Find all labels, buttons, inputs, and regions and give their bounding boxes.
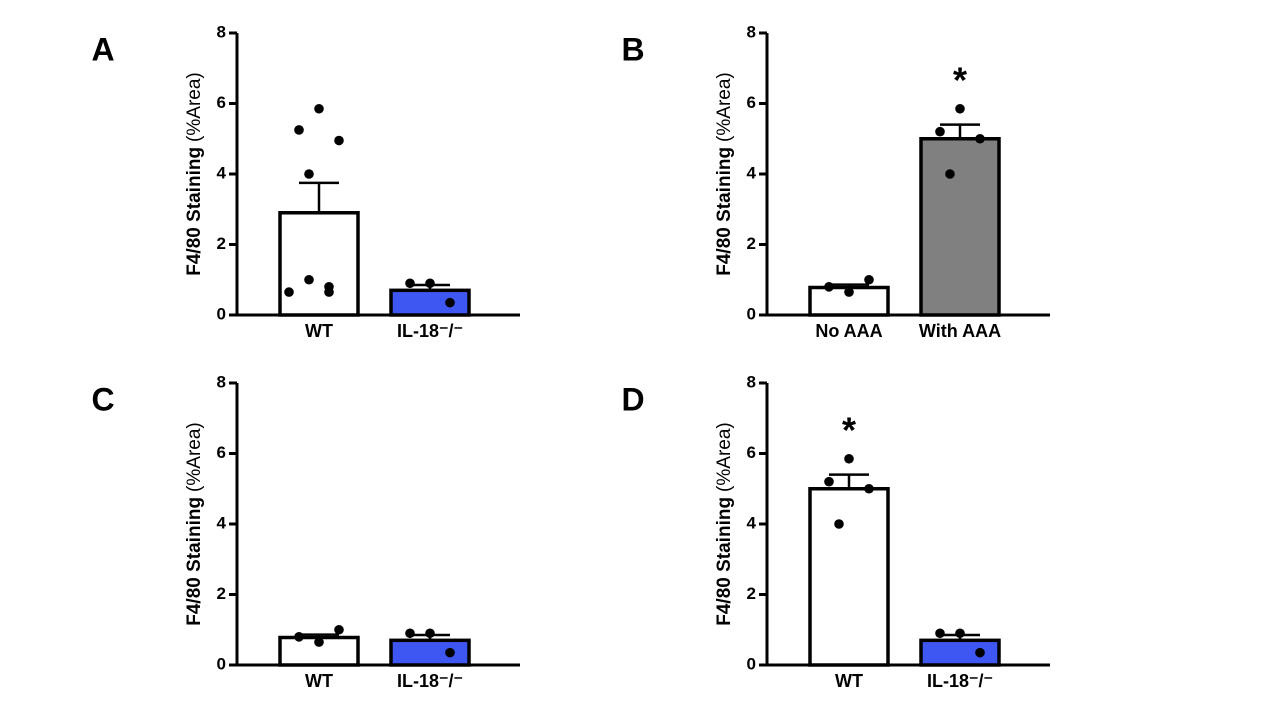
data-point — [284, 287, 294, 297]
x-tick-label: IL-18⁻/⁻ — [927, 671, 993, 691]
y-tick-label: 2 — [747, 234, 756, 253]
data-point — [935, 628, 945, 639]
data-point — [324, 287, 334, 297]
y-axis-label-part: (%Area) — [184, 422, 205, 492]
y-tick-label: 8 — [217, 372, 226, 391]
y-tick-label: 0 — [747, 654, 756, 673]
data-point — [304, 274, 314, 285]
y-axis-label-part: (%Area) — [714, 72, 735, 142]
y-tick-label: 6 — [217, 93, 226, 112]
data-point — [304, 169, 314, 179]
bar — [278, 211, 360, 317]
data-point — [955, 103, 965, 114]
y-tick-label: 2 — [217, 584, 226, 603]
y-axis-label-part: (%Area) — [714, 422, 735, 492]
bar — [389, 288, 471, 317]
y-tick-label: 8 — [217, 22, 226, 41]
significance-marker: * — [842, 409, 856, 450]
x-tick-label: IL-18⁻/⁻ — [397, 671, 463, 691]
x-tick-label: IL-18⁻/⁻ — [397, 321, 463, 341]
y-tick-label: 0 — [217, 654, 226, 673]
data-point — [334, 624, 344, 635]
data-point — [834, 519, 844, 529]
y-tick-label: 0 — [747, 304, 756, 323]
y-axis-label-part: F4/80 Staining — [714, 497, 735, 626]
data-point — [864, 274, 874, 285]
y-tick-label: 6 — [747, 93, 756, 112]
data-point — [864, 483, 874, 494]
y-tick-label: 6 — [217, 443, 226, 462]
significance-marker: * — [953, 59, 967, 100]
y-axis-label-part: F4/80 Staining — [714, 147, 735, 276]
data-point — [844, 287, 854, 297]
bar — [389, 638, 471, 667]
data-point — [935, 126, 945, 137]
data-point — [314, 103, 324, 114]
y-axis-label: F4/80 Staining (%Area) — [184, 72, 205, 276]
data-point — [294, 125, 304, 135]
bar — [919, 137, 1001, 317]
data-point — [975, 133, 985, 144]
y-tick-label: 4 — [217, 513, 227, 532]
panel-label: D — [621, 381, 644, 417]
bar — [808, 487, 890, 667]
y-tick-label: 8 — [747, 22, 756, 41]
panel-label: A — [91, 31, 114, 67]
x-tick-label: WT — [305, 671, 333, 691]
y-tick-label: 8 — [747, 372, 756, 391]
y-tick-label: 6 — [747, 443, 756, 462]
data-point — [824, 282, 834, 292]
data-point — [314, 637, 324, 647]
y-tick-label: 2 — [217, 234, 226, 253]
y-axis-label-part: (%Area) — [184, 72, 205, 142]
data-point — [294, 632, 304, 642]
data-point — [405, 278, 415, 289]
data-point — [844, 453, 854, 464]
y-tick-label: 0 — [217, 304, 226, 323]
y-axis-label-part: F4/80 Staining — [184, 147, 205, 276]
x-tick-label: No AAA — [815, 321, 882, 341]
data-point — [425, 278, 435, 289]
y-axis-label-part: F4/80 Staining — [184, 497, 205, 626]
data-point — [824, 476, 834, 487]
data-point — [334, 135, 344, 146]
data-point — [945, 169, 955, 179]
data-point — [445, 297, 455, 308]
y-tick-label: 4 — [747, 513, 757, 532]
y-axis-label: F4/80 Staining (%Area) — [184, 422, 205, 626]
data-point — [445, 647, 455, 658]
bar — [919, 638, 1001, 667]
x-tick-label: With AAA — [919, 321, 1001, 341]
panel-label: B — [621, 31, 644, 67]
panel-label: C — [91, 381, 114, 417]
y-axis-label: F4/80 Staining (%Area) — [714, 72, 735, 276]
y-tick-label: 4 — [217, 163, 227, 182]
x-tick-label: WT — [305, 321, 333, 341]
data-point — [425, 628, 435, 639]
x-tick-label: WT — [835, 671, 863, 691]
y-tick-label: 2 — [747, 584, 756, 603]
data-point — [955, 628, 965, 639]
y-tick-label: 4 — [747, 163, 757, 182]
data-point — [405, 628, 415, 639]
data-point — [975, 647, 985, 658]
y-axis-label: F4/80 Staining (%Area) — [714, 422, 735, 626]
